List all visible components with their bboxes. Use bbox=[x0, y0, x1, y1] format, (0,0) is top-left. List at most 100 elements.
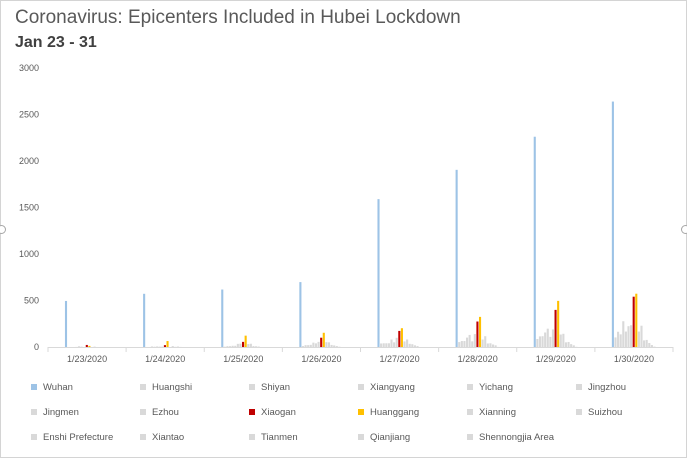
bar-shiyan bbox=[460, 341, 463, 347]
bar-qianjiang bbox=[494, 345, 497, 347]
x-tick-label: 1/25/2020 bbox=[223, 354, 263, 364]
bar-tianmen bbox=[570, 344, 573, 347]
bar-xiaogan bbox=[398, 330, 401, 347]
legend-swatch bbox=[358, 384, 364, 390]
bar-xiangyang bbox=[229, 346, 232, 347]
legend-swatch bbox=[31, 384, 37, 390]
bar-tianmen bbox=[257, 346, 260, 348]
legend-item: Qianjiang bbox=[358, 430, 467, 444]
bar-xiantao bbox=[567, 341, 570, 347]
bar-tianmen bbox=[648, 343, 651, 347]
legend-swatch bbox=[467, 384, 473, 390]
bar-jingmen bbox=[627, 326, 630, 347]
bar-xiaogan bbox=[242, 341, 245, 347]
bar-xianning bbox=[403, 341, 406, 347]
legend-item: Shiyan bbox=[249, 380, 358, 394]
bar-ezhou bbox=[551, 329, 555, 347]
bar-jingmen bbox=[314, 343, 318, 347]
bar-ezhou bbox=[630, 325, 633, 347]
bar-wuhan bbox=[299, 282, 302, 347]
bar-xiantao bbox=[411, 344, 414, 347]
legend-label: Huanggang bbox=[370, 406, 420, 418]
y-tick-label: 1000 bbox=[19, 249, 39, 259]
bar-xianning bbox=[559, 334, 562, 347]
resize-handle-right[interactable] bbox=[681, 225, 687, 234]
bar-xiangyang bbox=[385, 343, 388, 347]
bar-qianjiang bbox=[416, 346, 419, 347]
bar-jingzhou bbox=[312, 342, 315, 347]
bar-jingmen bbox=[236, 343, 239, 347]
x-tick-label: 1/30/2020 bbox=[614, 354, 654, 364]
bar-xiantao bbox=[255, 346, 258, 348]
bar-huanggang bbox=[478, 316, 482, 347]
bar-shiyan bbox=[617, 331, 620, 347]
bar-suizhou bbox=[327, 342, 331, 347]
legend-item: Xiaogan bbox=[249, 405, 358, 419]
bar-xiangyang bbox=[463, 341, 466, 347]
bar-suizhou bbox=[640, 325, 643, 347]
x-tick-label: 1/24/2020 bbox=[145, 354, 185, 364]
bar-enshi-prefecture bbox=[486, 343, 489, 347]
bar-xiantao bbox=[176, 346, 179, 348]
bar-yichang bbox=[622, 321, 625, 347]
legend-swatch bbox=[358, 409, 364, 415]
bar-xiaogan bbox=[320, 337, 323, 347]
bar-qianjiang bbox=[650, 345, 653, 347]
bar-jingzhou bbox=[156, 346, 159, 348]
bar-xiaogan bbox=[163, 345, 166, 347]
bar-xiangyang bbox=[150, 346, 153, 348]
legend-label: Jingzhou bbox=[588, 381, 627, 393]
legend-item: Xianning bbox=[467, 405, 576, 419]
legend-item: Yichang bbox=[467, 380, 576, 394]
bar-wuhan bbox=[611, 101, 614, 347]
legend-item: Xiangyang bbox=[358, 380, 467, 394]
bar-wuhan bbox=[143, 293, 146, 347]
legend-swatch bbox=[31, 434, 37, 440]
bar-jingzhou bbox=[390, 339, 393, 347]
bar-suizhou bbox=[484, 336, 487, 347]
bar-huanggang bbox=[88, 345, 91, 347]
bar-huanggang bbox=[244, 335, 247, 347]
legend-swatch bbox=[249, 434, 255, 440]
legend-swatch bbox=[31, 409, 37, 415]
bar-enshi-prefecture bbox=[330, 344, 333, 347]
bar-wuhan bbox=[455, 169, 458, 347]
bar-jingzhou bbox=[546, 328, 549, 347]
legend-label: Xiantao bbox=[152, 431, 185, 443]
bar-enshi-prefecture bbox=[564, 342, 568, 347]
bar-suizhou bbox=[406, 339, 409, 347]
bar-xianning bbox=[247, 344, 250, 347]
legend-swatch bbox=[467, 409, 473, 415]
legend-swatch bbox=[249, 409, 255, 415]
legend-label: Yichang bbox=[479, 381, 513, 393]
legend-item: Jingzhou bbox=[576, 380, 685, 394]
bar-yichang bbox=[231, 345, 234, 347]
bar-ezhou bbox=[317, 341, 320, 347]
legend-label: Shennongjia Area bbox=[479, 431, 555, 443]
bar-yichang bbox=[544, 332, 547, 347]
x-tick-label: 1/29/2020 bbox=[536, 354, 576, 364]
legend-item: Jingmen bbox=[31, 405, 140, 419]
legend-label: Ezhou bbox=[152, 406, 179, 418]
y-tick-label: 3000 bbox=[19, 63, 39, 73]
bar-jingzhou bbox=[77, 346, 81, 348]
bar-xianning bbox=[325, 342, 328, 347]
legend-item: Xiantao bbox=[140, 430, 249, 444]
bar-xianning bbox=[637, 331, 640, 347]
bar-yichang bbox=[465, 337, 469, 347]
bar-tianmen bbox=[491, 344, 495, 347]
legend-label: Xiangyang bbox=[370, 381, 415, 393]
legend-label: Shiyan bbox=[261, 381, 291, 393]
y-tick-label: 2500 bbox=[19, 110, 39, 120]
chart-legend: Wuhan Huangshi Shiyan Xiangyang Yichang Jingz… bbox=[31, 380, 671, 444]
legend-item: Tianmen bbox=[249, 430, 358, 444]
bar-huangshi bbox=[458, 342, 461, 347]
bar-jingzhou bbox=[234, 345, 237, 347]
bar-huangshi bbox=[614, 337, 617, 347]
legend-label: Jingmen bbox=[43, 406, 79, 418]
bar-wuhan bbox=[64, 300, 68, 347]
resize-handle-left[interactable] bbox=[0, 225, 6, 234]
legend-label: Xianning bbox=[479, 406, 516, 418]
legend-swatch bbox=[576, 384, 582, 390]
